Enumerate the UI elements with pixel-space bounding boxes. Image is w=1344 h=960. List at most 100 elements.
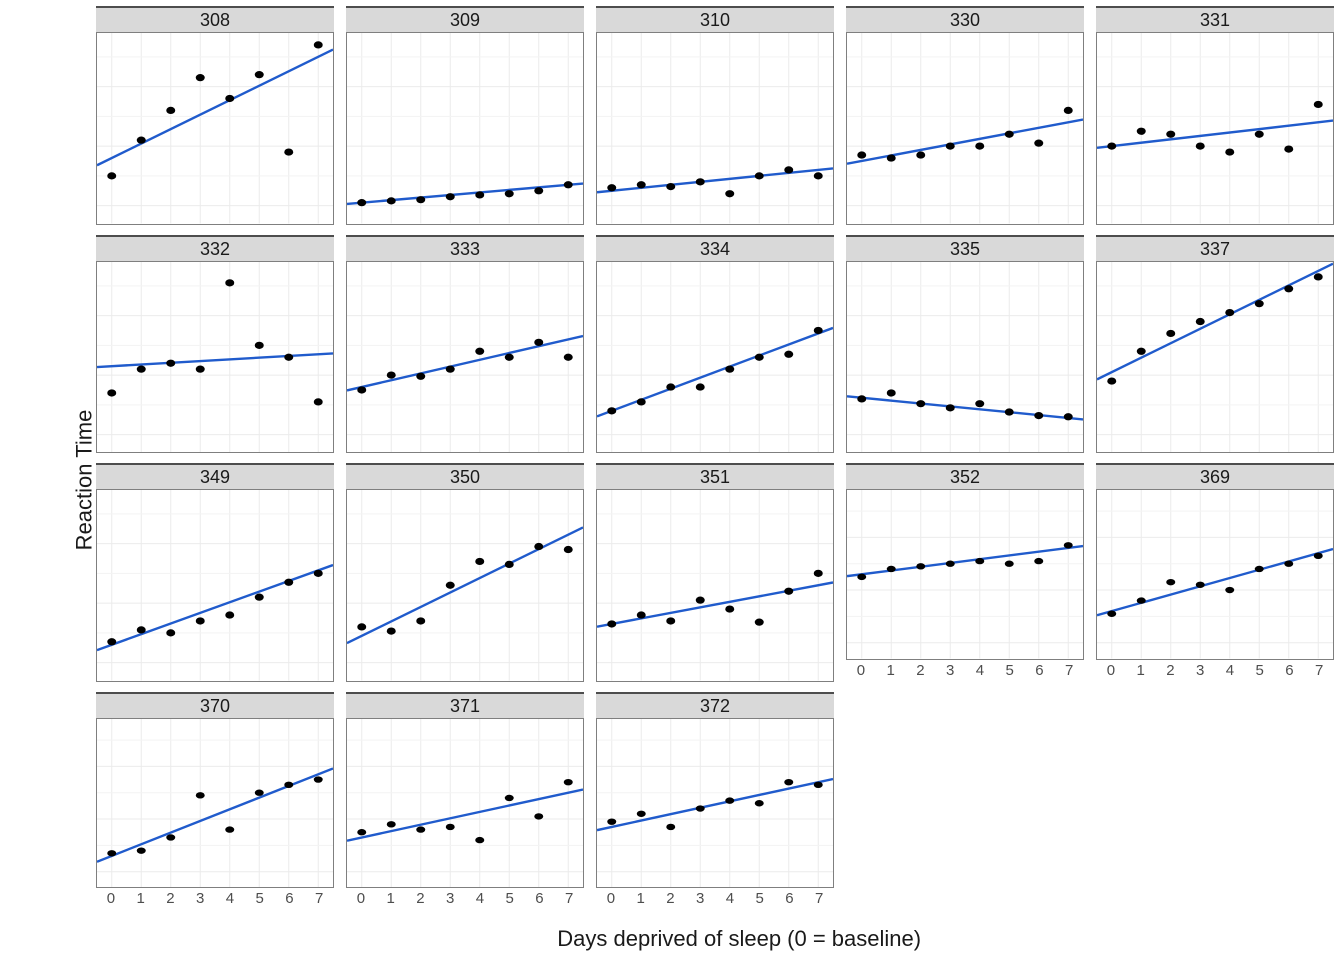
x-tick-label: 5 [755, 890, 763, 907]
facet-panel: 372 0 1 2 3 4 5 6 7 [596, 692, 834, 911]
x-tick-label: 3 [696, 890, 704, 907]
facet-strip-title: 337 [1096, 235, 1334, 261]
x-tick-label: 0 [607, 890, 615, 907]
facet-strip-title: 349 [96, 463, 334, 489]
facet-panel: 333 [346, 235, 584, 454]
facet-strip-title: 330 [846, 6, 1084, 32]
x-tick-label: 4 [1226, 662, 1234, 679]
facet-strip-title: 331 [1096, 6, 1334, 32]
x-tick-label: 1 [636, 890, 644, 907]
facet-strip-title: 308 [96, 6, 334, 32]
faceted-chart: Reaction Time Days deprived of sleep (0 … [0, 0, 1344, 960]
facet-panel: 330 [846, 6, 1084, 225]
facet-panel: 3702003004000 1 2 3 4 5 6 7 [96, 692, 334, 911]
plot-panel: 200300400 [96, 261, 334, 454]
x-tick-label: 2 [666, 890, 674, 907]
x-tick-labels: 0 1 2 3 4 5 6 7 [346, 888, 584, 910]
facet-strip-title: 369 [1096, 463, 1334, 489]
x-tick-labels: 01234567 [846, 660, 1084, 682]
facet-panel: 350 [346, 463, 584, 682]
plot-panel [1096, 489, 1334, 660]
facet-strip-title: 350 [346, 463, 584, 489]
facet-panel: 371 0 1 2 3 4 5 6 7 [346, 692, 584, 911]
x-tick-label: 6 [535, 890, 543, 907]
x-tick-label: 2 [166, 890, 174, 907]
x-tick-label: 4 [476, 890, 484, 907]
x-tick-label: 5 [505, 890, 513, 907]
x-tick-label: 7 [1315, 662, 1323, 679]
facet-strip-title: 371 [346, 692, 584, 718]
x-tick-label: 1 [136, 890, 144, 907]
x-tick-label: 1 [386, 890, 394, 907]
facet-strip-title: 332 [96, 235, 334, 261]
facet-grid: 3082003004003093103303313322003004003333… [96, 6, 1334, 910]
facet-panel: 310 [596, 6, 834, 225]
x-tick-label: 5 [1005, 662, 1013, 679]
x-tick-label: 3 [946, 662, 954, 679]
x-tick-label: 0 [1107, 662, 1115, 679]
facet-panel: 331 [1096, 6, 1334, 225]
plot-panel: 200300400 [96, 718, 334, 889]
plot-panel [346, 32, 584, 225]
x-tick-label: 4 [976, 662, 984, 679]
facet-strip-title: 352 [846, 463, 1084, 489]
x-tick-label: 3 [196, 890, 204, 907]
plot-panel [596, 489, 834, 682]
facet-panel: 335 [846, 235, 1084, 454]
x-tick-label: 3 [446, 890, 454, 907]
x-tick-label: 0 [857, 662, 865, 679]
facet-panel: 369 0 1 2 3 4 5 6 7 [1096, 463, 1334, 682]
plot-panel: 200300400 [96, 489, 334, 682]
facet-panel: 35201234567 [846, 463, 1084, 682]
facet-panel: 337 [1096, 235, 1334, 454]
plot-panel [846, 489, 1084, 660]
x-tick-label: 4 [726, 890, 734, 907]
plot-panel [1096, 32, 1334, 225]
x-tick-label: 6 [1285, 662, 1293, 679]
x-tick-label: 0 [107, 890, 115, 907]
facet-strip-title: 351 [596, 463, 834, 489]
x-tick-label: 4 [226, 890, 234, 907]
x-tick-label: 1 [886, 662, 894, 679]
y-axis-label: Reaction Time [71, 410, 97, 551]
x-tick-label: 6 [285, 890, 293, 907]
x-tick-labels: 0 1 2 3 4 5 6 7 [96, 888, 334, 910]
x-tick-labels: 0 1 2 3 4 5 6 7 [1096, 660, 1334, 682]
plot-panel [1096, 261, 1334, 454]
x-tick-labels: 0 1 2 3 4 5 6 7 [596, 888, 834, 910]
facet-panel: 332200300400 [96, 235, 334, 454]
facet-panel: 349200300400 [96, 463, 334, 682]
plot-panel [846, 261, 1084, 454]
x-axis-label: Days deprived of sleep (0 = baseline) [557, 926, 921, 952]
plot-panel [846, 32, 1084, 225]
x-tick-label: 6 [1035, 662, 1043, 679]
x-tick-label: 6 [785, 890, 793, 907]
x-tick-label: 2 [1166, 662, 1174, 679]
plot-panel [346, 718, 584, 889]
x-tick-label: 3 [1196, 662, 1204, 679]
facet-panel: 308200300400 [96, 6, 334, 225]
x-tick-label: 5 [1255, 662, 1263, 679]
facet-strip-title: 309 [346, 6, 584, 32]
x-tick-label: 7 [315, 890, 323, 907]
facet-panel: 351 [596, 463, 834, 682]
plot-panel [596, 32, 834, 225]
x-tick-label: 2 [416, 890, 424, 907]
x-tick-label: 5 [255, 890, 263, 907]
x-tick-label: 1 [1136, 662, 1144, 679]
plot-panel [346, 261, 584, 454]
x-tick-label: 0 [357, 890, 365, 907]
x-tick-label: 7 [565, 890, 573, 907]
facet-strip-title: 335 [846, 235, 1084, 261]
facet-strip-title: 333 [346, 235, 584, 261]
x-tick-label: 7 [815, 890, 823, 907]
facet-strip-title: 310 [596, 6, 834, 32]
facet-strip-title: 370 [96, 692, 334, 718]
facet-strip-title: 334 [596, 235, 834, 261]
x-tick-label: 7 [1065, 662, 1073, 679]
facet-panel: 334 [596, 235, 834, 454]
facet-panel: 309 [346, 6, 584, 225]
plot-panel: 200300400 [96, 32, 334, 225]
facet-strip-title: 372 [596, 692, 834, 718]
plot-panel [596, 718, 834, 889]
